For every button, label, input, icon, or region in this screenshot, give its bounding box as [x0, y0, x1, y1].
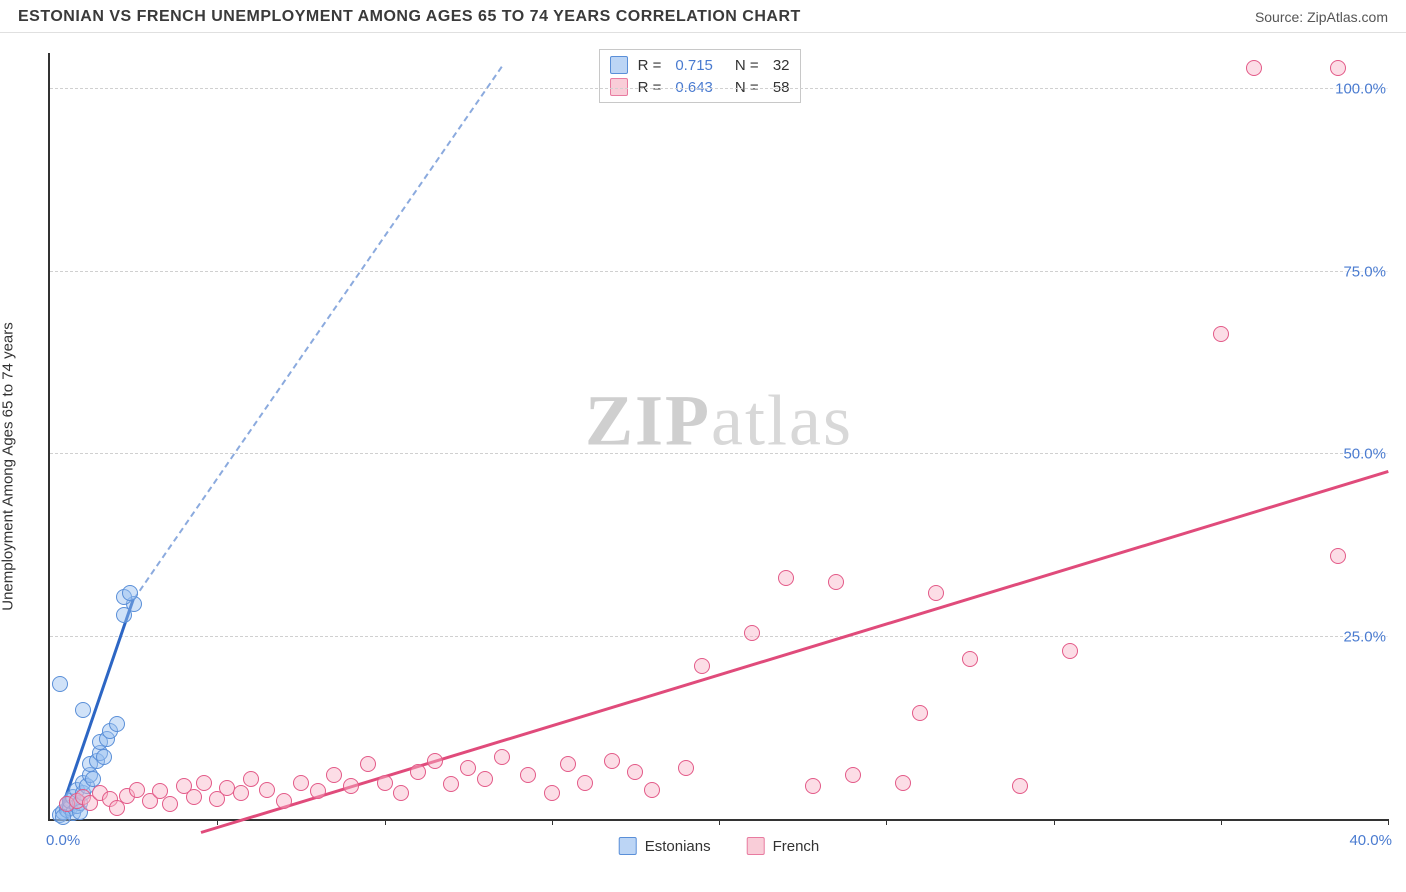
data-point	[310, 783, 326, 799]
data-point	[644, 782, 660, 798]
legend-label: Estonians	[645, 838, 711, 855]
correlation-infobox: R = 0.715 N = 32 R = 0.643 N = 58	[599, 49, 801, 103]
data-point	[845, 767, 861, 783]
data-point	[410, 764, 426, 780]
r-value: 0.715	[675, 57, 713, 74]
data-point	[520, 767, 536, 783]
data-point	[259, 782, 275, 798]
chart-source: Source: ZipAtlas.com	[1255, 9, 1388, 25]
data-point	[75, 702, 91, 718]
data-point	[912, 705, 928, 721]
data-point	[1246, 60, 1262, 76]
data-point	[1330, 60, 1346, 76]
x-tick	[385, 819, 386, 825]
watermark: ZIPatlas	[585, 379, 853, 462]
x-tick	[886, 819, 887, 825]
data-point	[928, 585, 944, 601]
data-point	[1012, 778, 1028, 794]
data-point	[129, 782, 145, 798]
gridline-h	[50, 453, 1388, 454]
data-point	[377, 775, 393, 791]
data-point	[544, 785, 560, 801]
data-point	[460, 760, 476, 776]
legend-swatch	[747, 837, 765, 855]
data-point	[233, 785, 249, 801]
watermark-zip: ZIP	[585, 380, 711, 460]
n-label: N =	[735, 57, 759, 74]
watermark-atlas: atlas	[711, 380, 853, 460]
data-point	[1330, 548, 1346, 564]
data-point	[1062, 643, 1078, 659]
chart-header: ESTONIAN VS FRENCH UNEMPLOYMENT AMONG AG…	[0, 0, 1406, 33]
chart-title: ESTONIAN VS FRENCH UNEMPLOYMENT AMONG AG…	[18, 8, 801, 26]
data-point	[443, 776, 459, 792]
gridline-h	[50, 88, 1388, 89]
data-point	[243, 771, 259, 787]
r-label: R =	[638, 57, 662, 74]
data-point	[427, 753, 443, 769]
data-point	[326, 767, 342, 783]
data-point	[343, 778, 359, 794]
x-max-label: 40.0%	[1349, 832, 1392, 849]
data-point	[560, 756, 576, 772]
data-point	[393, 785, 409, 801]
y-axis-label: Unemployment Among Ages 65 to 74 years	[0, 322, 17, 611]
data-point	[778, 570, 794, 586]
x-tick	[719, 819, 720, 825]
data-point	[494, 749, 510, 765]
y-tick-label: 75.0%	[1343, 263, 1390, 280]
series-swatch	[610, 56, 628, 74]
y-tick-label: 100.0%	[1335, 81, 1390, 98]
data-point	[805, 778, 821, 794]
n-value: 32	[769, 57, 790, 74]
data-point	[109, 716, 125, 732]
data-point	[96, 749, 112, 765]
data-point	[276, 793, 292, 809]
data-point	[477, 771, 493, 787]
legend-item: French	[747, 837, 820, 855]
infobox-row: R = 0.715 N = 32	[610, 54, 790, 76]
data-point	[1213, 326, 1229, 342]
legend-item: Estonians	[619, 837, 711, 855]
r-value: 0.643	[675, 79, 713, 96]
legend: Estonians French	[619, 837, 820, 855]
data-point	[162, 796, 178, 812]
x-tick	[1221, 819, 1222, 825]
trend-line-dashed	[133, 66, 503, 600]
data-point	[186, 789, 202, 805]
data-point	[895, 775, 911, 791]
data-point	[577, 775, 593, 791]
x-tick	[552, 819, 553, 825]
data-point	[627, 764, 643, 780]
data-point	[694, 658, 710, 674]
y-tick-label: 50.0%	[1343, 446, 1390, 463]
n-label: N =	[735, 79, 759, 96]
data-point	[604, 753, 620, 769]
data-point	[293, 775, 309, 791]
x-tick	[1054, 819, 1055, 825]
gridline-h	[50, 271, 1388, 272]
chart-area: Unemployment Among Ages 65 to 74 years Z…	[0, 33, 1406, 883]
data-point	[196, 775, 212, 791]
gridline-h	[50, 636, 1388, 637]
infobox-row: R = 0.643 N = 58	[610, 76, 790, 98]
y-tick-label: 25.0%	[1343, 628, 1390, 645]
data-point	[122, 585, 138, 601]
data-point	[962, 651, 978, 667]
data-point	[828, 574, 844, 590]
data-point	[744, 625, 760, 641]
legend-swatch	[619, 837, 637, 855]
plot-region: ZIPatlas 0.0% 40.0% R =0.715N = 32R =0.6…	[48, 53, 1388, 821]
n-value: 58	[769, 79, 790, 96]
legend-label: French	[773, 838, 820, 855]
series-swatch	[610, 78, 628, 96]
data-point	[52, 676, 68, 692]
data-point	[678, 760, 694, 776]
x-min-label: 0.0%	[46, 832, 80, 849]
r-label: R =	[638, 79, 662, 96]
data-point	[360, 756, 376, 772]
x-tick	[217, 819, 218, 825]
x-tick	[1388, 819, 1389, 825]
